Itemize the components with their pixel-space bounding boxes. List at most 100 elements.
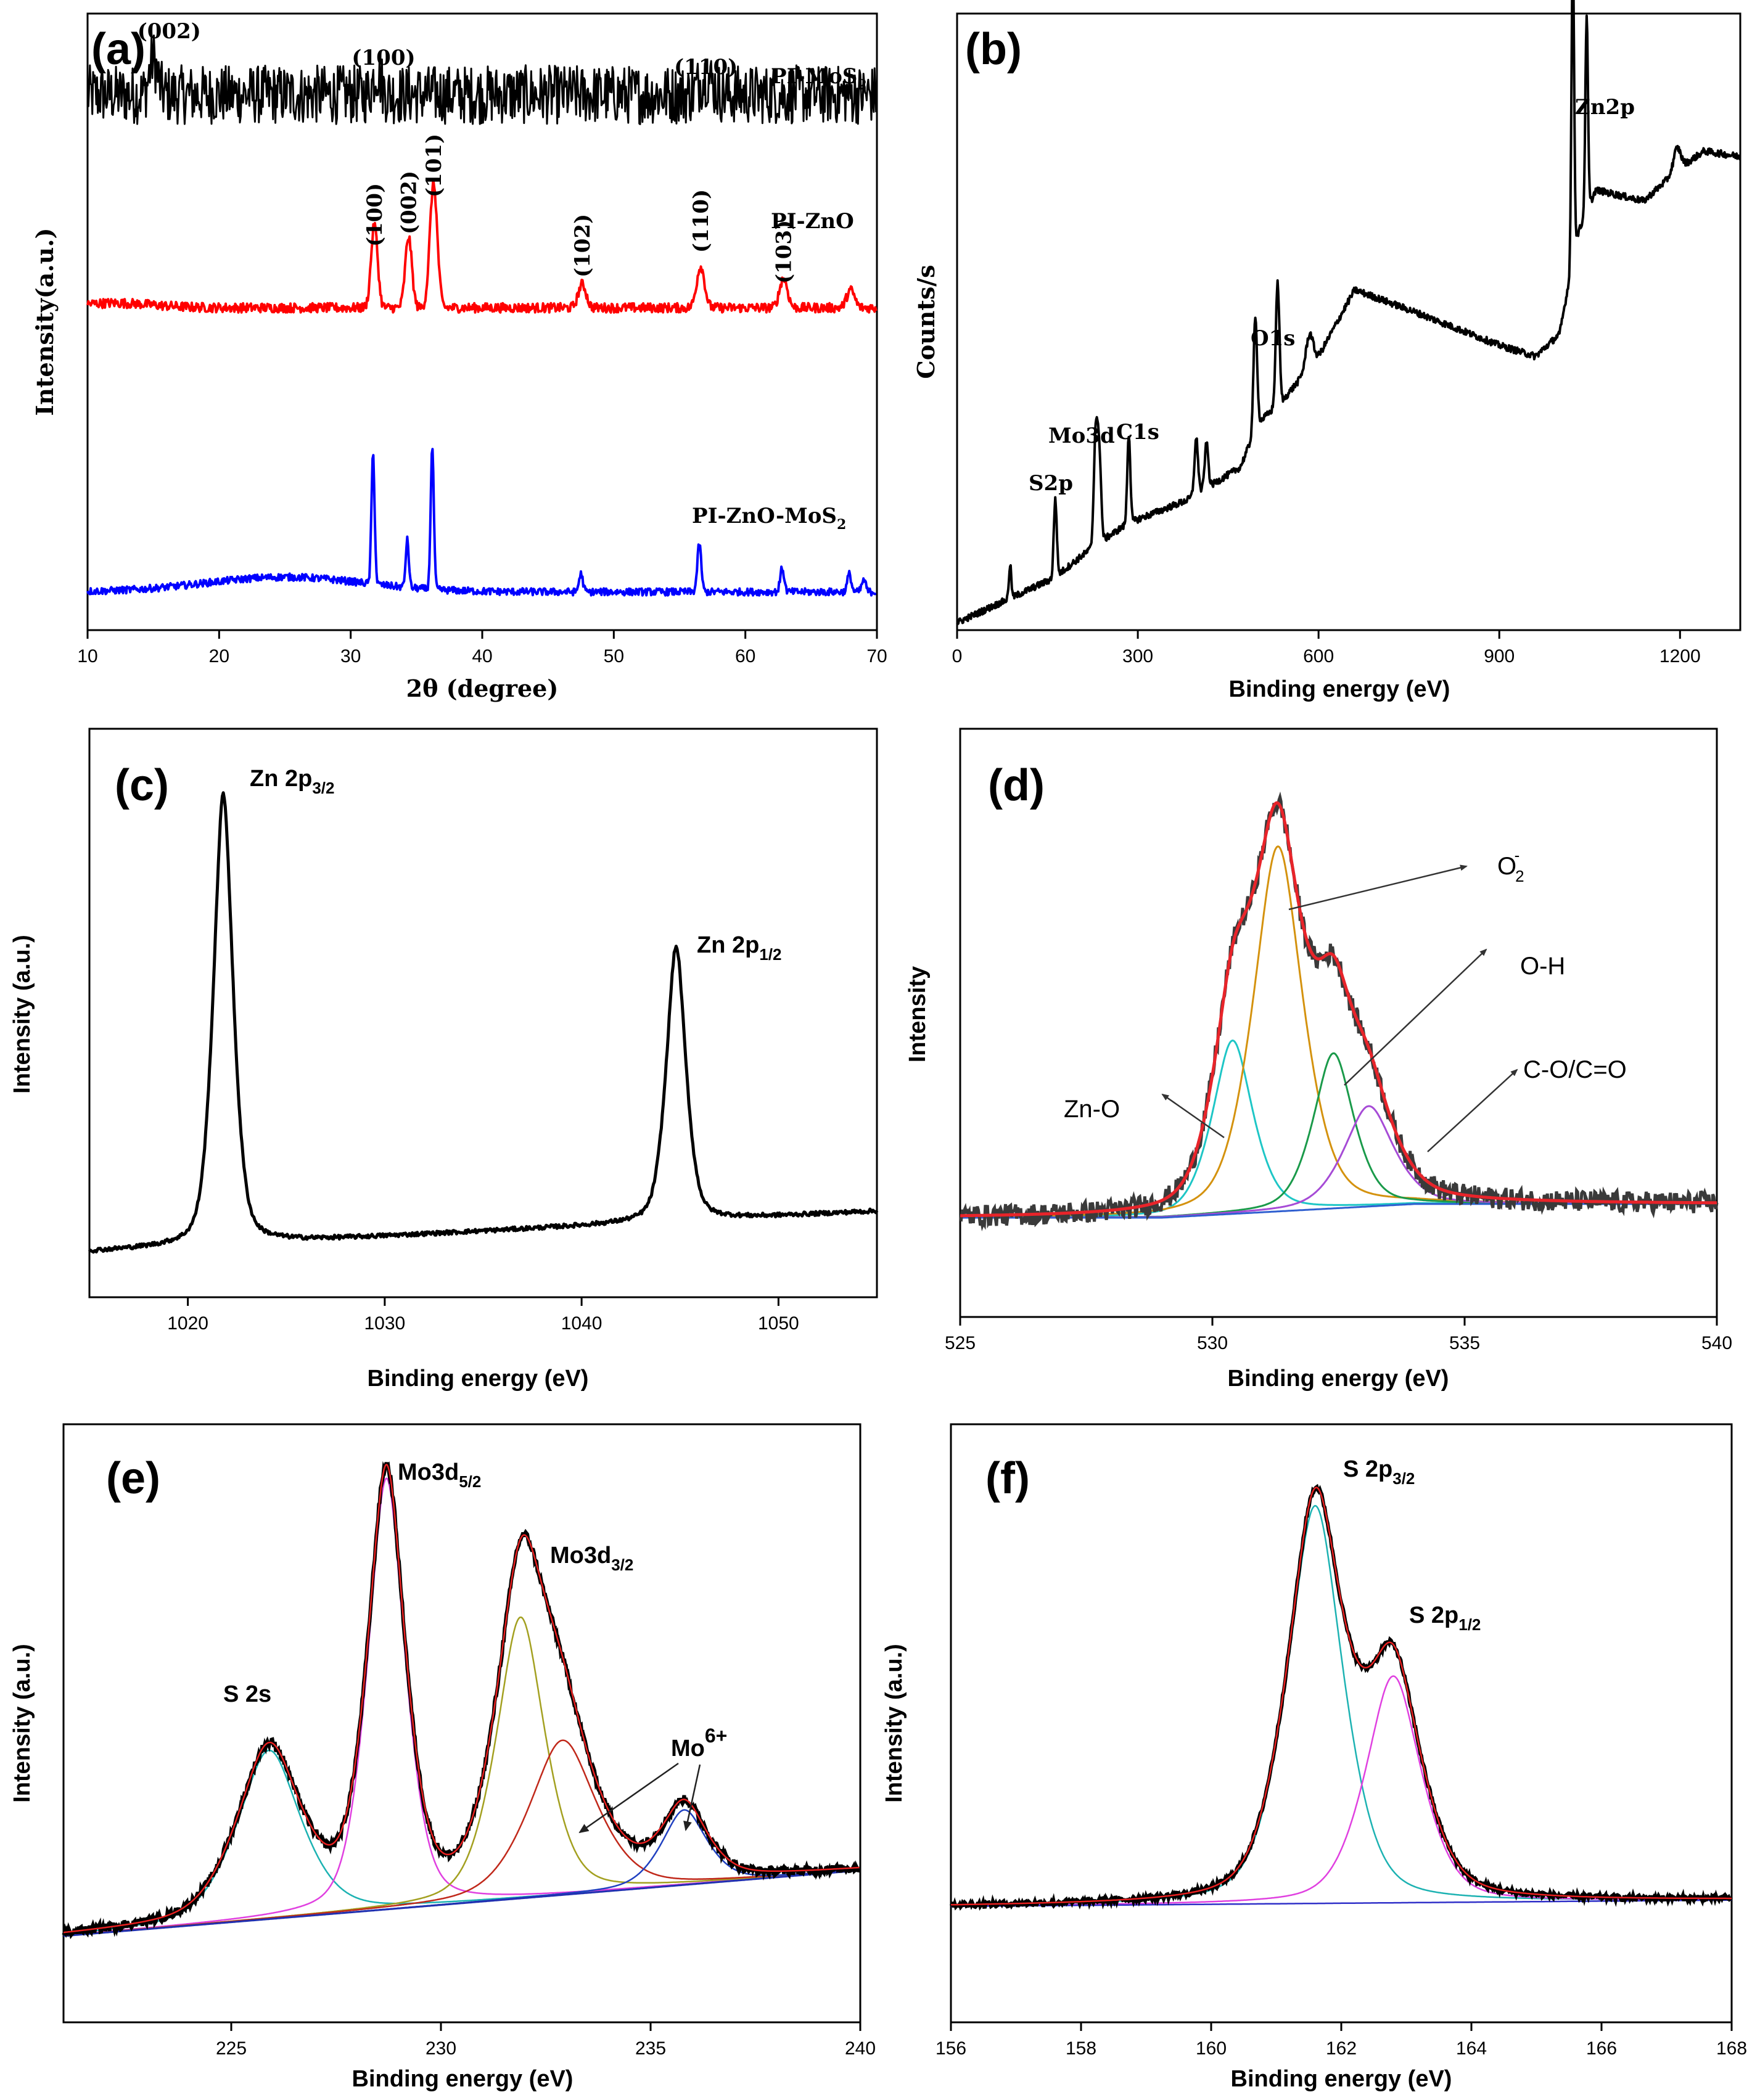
panel-e-y-axis-title: Intensity (a.u.) bbox=[9, 1644, 35, 1803]
panel-b-label: (b) bbox=[965, 25, 1022, 74]
panel-f-annotation-s2p32: S 2p3/2 bbox=[1343, 1456, 1415, 1488]
panel-f-label: (f) bbox=[985, 1454, 1030, 1503]
panel-a-x-ticks: 10 20 30 40 50 60 70 bbox=[77, 630, 887, 667]
panel-a-x-tick-label: 70 bbox=[866, 646, 887, 667]
panel-b-y-axis-title: Counts/s bbox=[912, 265, 940, 379]
panel-d-y-axis-title: Intensity bbox=[905, 966, 931, 1062]
panel-b-annotation-s2p: S2p bbox=[1029, 471, 1073, 496]
panel-b-x-ticks: 0 300 600 900 1200 bbox=[952, 630, 1701, 667]
panel-b-frame bbox=[956, 12, 1741, 631]
panel-c-frame bbox=[88, 728, 878, 1298]
panel-d-annotation-zno: Zn-O bbox=[1064, 1096, 1120, 1123]
panel-a-x-tick-label: 30 bbox=[340, 646, 361, 667]
panel-d-x-ticks: 525 530 535 540 bbox=[945, 1317, 1732, 1353]
panel-c-annotation-zn2p32: Zn 2p3/2 bbox=[250, 766, 334, 797]
panel-c-x-ticks: 1020 1030 1040 1050 bbox=[167, 1297, 799, 1334]
panel-e-background bbox=[63, 1869, 860, 1937]
panel-d-x-axis-title: Binding energy (eV) bbox=[1228, 1366, 1449, 1392]
panel-e-x-tick-label: 230 bbox=[426, 2038, 456, 2059]
panel-d-arrows bbox=[1161, 864, 1518, 1152]
panel-a-x-axis-title: 2θ (degree) bbox=[406, 675, 559, 702]
panel-f-x-axis-title: Binding energy (eV) bbox=[1231, 2066, 1452, 2092]
panel-a-x-tick-label: 50 bbox=[604, 646, 624, 667]
panel-e-x-axis-title: Binding energy (eV) bbox=[352, 2066, 574, 2092]
panel-f-annotation-s2p12: S 2p1/2 bbox=[1409, 1602, 1481, 1634]
panel-c: 1020 1030 1040 1050 (c) Binding energy (eV)… bbox=[9, 728, 879, 1392]
panel-b-annotation-o1s: O1s bbox=[1251, 326, 1295, 351]
panel-f-y-axis-title: Intensity (a.u.) bbox=[881, 1644, 907, 1803]
panel-e-arrows bbox=[578, 1762, 701, 1834]
panel-e-arrow bbox=[683, 1764, 701, 1831]
panel-d-annotation-co: C-O/C=O bbox=[1523, 1056, 1627, 1083]
panel-c-plot-area bbox=[88, 791, 879, 1254]
panel-a-x-tick-label: 40 bbox=[472, 646, 492, 667]
panel-c-label: (c) bbox=[115, 761, 169, 810]
panel-a: 10 20 30 40 50 60 70 (a) 2θ (degree) Intensity… bbox=[31, 12, 887, 702]
panel-e-x-ticks: 225 230 235 240 bbox=[216, 2022, 876, 2059]
panel-a-hkl-label: (100) bbox=[352, 46, 415, 70]
panel-d-arrow bbox=[1288, 864, 1468, 911]
panel-c-x-tick-label: 1020 bbox=[167, 1313, 208, 1334]
panel-e-label: (e) bbox=[106, 1454, 160, 1503]
panel-a-x-tick-label: 10 bbox=[77, 646, 97, 667]
panel-c-zn2p-spectrum bbox=[88, 791, 879, 1254]
panel-a-legend-pimos2: PI-MoS2 bbox=[771, 64, 867, 93]
panel-d-x-tick-label: 540 bbox=[1701, 1333, 1732, 1353]
panel-a-series-pi-zno bbox=[86, 178, 878, 314]
panel-e-plot-area bbox=[62, 1461, 861, 1940]
panel-f-x-tick-label: 162 bbox=[1326, 2038, 1357, 2059]
panel-e-annotation-s2s: S 2s bbox=[223, 1681, 271, 1707]
panel-e-fit-envelope bbox=[63, 1463, 860, 1934]
panel-a-hkl-label: (110) bbox=[674, 55, 738, 80]
panel-b-annotation-mo3d: Mo3d bbox=[1048, 424, 1115, 448]
panel-d-arrow bbox=[1161, 1093, 1225, 1139]
panel-f-x-tick-label: 158 bbox=[1066, 2038, 1096, 2059]
panel-d-annotation-oh: O-H bbox=[1520, 953, 1565, 980]
panel-e-x-tick-label: 235 bbox=[635, 2038, 666, 2059]
panel-a-y-axis-title: Intensity(a.u.) bbox=[31, 228, 59, 416]
panel-f-x-tick-label: 156 bbox=[936, 2038, 966, 2059]
panel-b-x-tick-label: 900 bbox=[1484, 646, 1515, 667]
panel-a-hkl-labels: (002)(100) (110)(100) (002)(101)(102) (110)… bbox=[138, 19, 797, 284]
panel-a-legend-pizno: PI-ZnO bbox=[771, 209, 854, 234]
panel-c-x-tick-label: 1030 bbox=[364, 1313, 406, 1334]
panel-a-hkl-label: (110) bbox=[689, 189, 713, 253]
panel-d-fit-envelope bbox=[960, 801, 1717, 1218]
panel-e-raw-spectrum bbox=[62, 1461, 861, 1940]
panel-f-plot-area bbox=[949, 1483, 1733, 1911]
panel-b-x-axis-title: Binding energy (eV) bbox=[1229, 676, 1450, 702]
panel-f-x-tick-label: 166 bbox=[1586, 2038, 1617, 2059]
panel-c-x-tick-label: 1040 bbox=[561, 1313, 602, 1334]
panel-b: 0 300 600 900 1200 (b) Binding energy (eV) C… bbox=[912, 0, 1741, 702]
panel-e-frame bbox=[62, 1423, 861, 2024]
panel-b-x-tick-label: 300 bbox=[1122, 646, 1153, 667]
panel-f-x-ticks: 156 158 160 162 164 166 168 bbox=[936, 2022, 1747, 2059]
panel-d-annotation-o2minus: O2- bbox=[1497, 846, 1524, 885]
panel-b-x-tick-label: 600 bbox=[1303, 646, 1334, 667]
panel-b-plot-area bbox=[956, 0, 1741, 626]
panel-d-x-tick-label: 530 bbox=[1197, 1333, 1228, 1353]
panel-b-annotation-zn2p: Zn2p bbox=[1575, 95, 1635, 120]
panel-e-annotation-mo3d52: Mo3d5/2 bbox=[398, 1459, 481, 1491]
panel-a-hkl-label: (002) bbox=[397, 171, 422, 234]
panel-a-hkl-label: (103) bbox=[772, 220, 797, 284]
panel-a-plot-area bbox=[86, 35, 878, 597]
panel-a-series-pi-mos2 bbox=[86, 35, 878, 125]
panel-b-annotation-c1s: C1s bbox=[1116, 420, 1159, 445]
panel-c-x-axis-title: Binding energy (eV) bbox=[368, 1366, 589, 1392]
panel-e-annotation-mo6plus: Mo6+ bbox=[671, 1725, 727, 1762]
panel-e: 225 230 235 240 (e) Binding energy (eV) Int… bbox=[9, 1423, 876, 2092]
panel-a-label: (a) bbox=[91, 25, 146, 74]
panel-e-arrow bbox=[578, 1762, 679, 1834]
panel-d-arrow bbox=[1344, 948, 1487, 1086]
panel-b-x-tick-label: 0 bbox=[952, 646, 963, 667]
panel-d-plot-area bbox=[960, 791, 1719, 1232]
panel-b-survey-spectrum bbox=[956, 0, 1741, 626]
panel-e-annotation-mo3d32: Mo3d3/2 bbox=[550, 1543, 633, 1574]
panel-b-x-tick-label: 1200 bbox=[1659, 646, 1701, 667]
panel-e-x-tick-label: 225 bbox=[216, 2038, 247, 2059]
panel-a-x-tick-label: 60 bbox=[735, 646, 755, 667]
panel-d-x-tick-label: 535 bbox=[1449, 1333, 1480, 1353]
